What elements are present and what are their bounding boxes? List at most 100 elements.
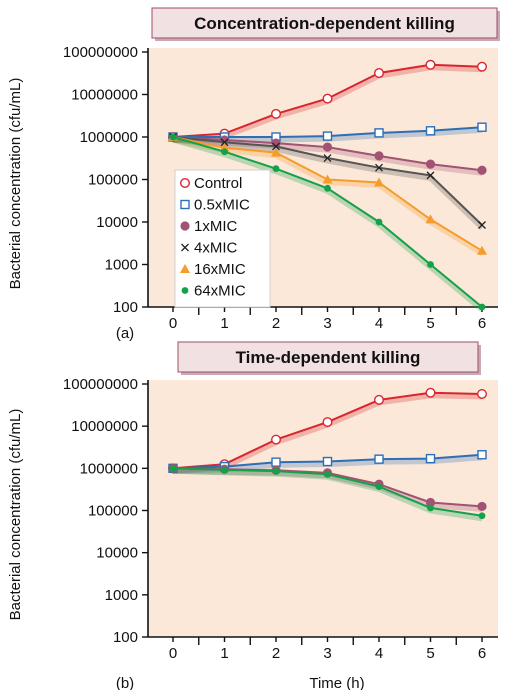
data-point-16xmic [425, 214, 436, 224]
data-point-64xmic [324, 470, 331, 478]
data-point-64xmic [375, 218, 383, 226]
legend-marker-0-5xmic [180, 199, 190, 210]
x-axis-title: Time (h) [309, 675, 364, 690]
legend-label-16xmic: 16xMIC [194, 261, 246, 278]
data-point-0-5xmic [322, 131, 333, 141]
data-point-control [425, 59, 436, 70]
data-point-4xmic [478, 221, 486, 229]
legend-marker-1xmic [180, 221, 190, 231]
data-point-1xmic [425, 159, 436, 169]
data-point-4xmic [272, 142, 280, 151]
data-point-1xmic [322, 142, 333, 152]
y-axis-title: Bacterial concentration (cfu/mL) [7, 78, 24, 290]
data-point-control [322, 93, 333, 104]
y-tick-label: 100000 [88, 172, 138, 189]
y-tick-label: 1000000 [80, 460, 138, 477]
x-tick-label: 2 [272, 315, 280, 332]
data-point-control [271, 108, 282, 119]
data-point-1xmic [477, 501, 487, 512]
x-tick-label: 4 [375, 315, 383, 332]
y-tick-label: 10000000 [71, 418, 138, 435]
data-point-64xmic [169, 464, 177, 472]
chart-panel-b: Time-dependent killing 100 1000 10000 100000… [7, 341, 498, 690]
data-point-0-5xmic [425, 126, 436, 136]
series-64xmic [169, 464, 486, 522]
title-box [177, 341, 479, 373]
data-point-64xmic [324, 184, 331, 192]
data-point-0-5xmic [374, 454, 384, 464]
x-tick-label: 2 [272, 645, 280, 662]
y-tick-label: 100000 [88, 503, 138, 520]
y-tick-label: 1000 [105, 587, 138, 604]
data-point-0-5xmic [374, 128, 384, 138]
title-box [151, 7, 498, 39]
data-point-1xmic [477, 165, 487, 175]
data-point-4xmic [375, 163, 383, 172]
data-point-control [322, 417, 333, 428]
x-tick-label: 6 [478, 645, 486, 662]
data-point-64xmic [427, 504, 434, 512]
data-point-0-5xmic [477, 122, 487, 132]
x-tick-label: 1 [220, 315, 228, 332]
legend-label-64xmic: 64xMIC [194, 283, 246, 300]
legend: Control 0.5xMIC 1xMIC 4xMIC 16xMIC 64xMIC [174, 169, 271, 308]
data-point-16xmic [477, 245, 487, 255]
chart-title: Concentration-dependent killing [194, 14, 455, 33]
x-tick-label: 6 [478, 315, 486, 332]
data-point-4xmic [323, 154, 332, 162]
legend-label-0-5xmic: 0.5xMIC [194, 197, 250, 214]
panel-label: (b) [116, 675, 134, 690]
data-point-64xmic [272, 467, 280, 475]
chart-title: Time-dependent killing [236, 348, 421, 367]
chart-panel-a: Concentration-dependent killing100100010… [7, 7, 500, 342]
data-point-control [374, 394, 385, 405]
y-tick-label: 10000 [96, 214, 138, 231]
data-point-64xmic [427, 261, 434, 268]
x-tick-label: 5 [426, 315, 434, 332]
data-point-1xmic [425, 497, 436, 508]
data-point-64xmic [221, 148, 228, 156]
x-tick-label: 0 [169, 645, 177, 662]
legend-label-4xmic: 4xMIC [194, 240, 238, 257]
y-tick-label: 1000000 [80, 129, 138, 146]
data-point-control [477, 388, 488, 399]
data-point-16xmic [322, 174, 333, 184]
legend-label-1xmic: 1xMIC [194, 218, 238, 235]
y-tick-label: 100000000 [63, 376, 138, 393]
data-point-0-5xmic [425, 453, 436, 464]
data-point-control [374, 68, 385, 79]
data-point-64xmic [478, 512, 486, 520]
legend-marker-control [179, 177, 190, 188]
y-tick-label: 10000 [96, 545, 138, 562]
x-tick-label: 3 [323, 315, 331, 332]
data-point-4xmic [220, 138, 229, 147]
data-point-64xmic [221, 466, 228, 474]
legend-box [174, 169, 271, 308]
data-point-control [271, 434, 282, 445]
data-point-16xmic [374, 177, 384, 187]
x-tick-label: 1 [220, 645, 228, 662]
y-tick-label: 100 [113, 299, 138, 316]
series-64xmic [169, 133, 486, 312]
y-axis-title: Bacterial concentration (cfu/mL) [7, 409, 24, 621]
data-point-64xmic [478, 303, 486, 311]
data-point-64xmic [375, 483, 383, 490]
x-tick-label: 4 [375, 645, 383, 662]
data-point-64xmic [169, 133, 177, 141]
data-point-1xmic [374, 151, 384, 161]
legend-marker-16xmic [180, 264, 190, 273]
x-tick-label: 0 [169, 315, 177, 332]
y-tick-label: 10000000 [71, 87, 138, 104]
data-point-0-5xmic [271, 457, 281, 467]
y-tick-label: 1000 [105, 257, 138, 274]
data-point-control [425, 387, 436, 398]
data-point-0-5xmic [477, 450, 487, 460]
legend-marker-64xmic [181, 287, 189, 294]
x-tick-label: 3 [323, 645, 331, 662]
legend-label-control: Control [194, 175, 242, 192]
panel-label: (a) [116, 325, 134, 342]
y-tick-label: 100 [113, 629, 138, 646]
data-point-control [477, 61, 488, 72]
data-point-64xmic [272, 165, 280, 173]
